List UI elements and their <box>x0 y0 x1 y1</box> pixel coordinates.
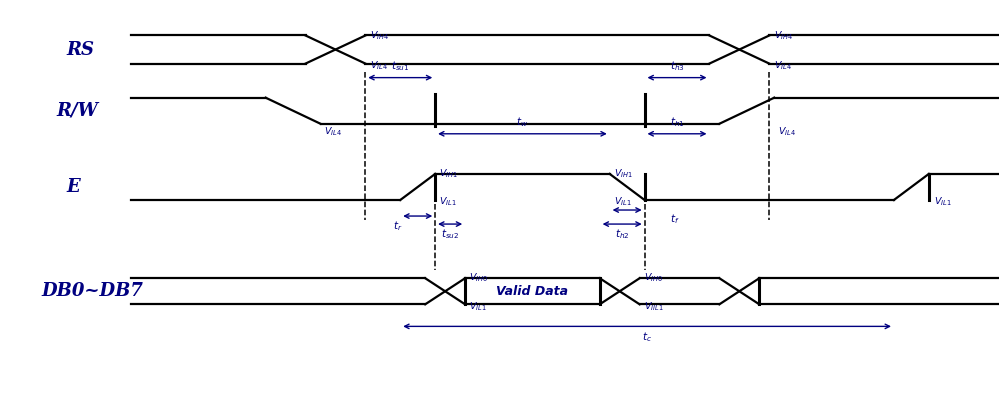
Text: $V_{IH4}$: $V_{IH4}$ <box>774 29 794 42</box>
Text: $V_{IL1}$: $V_{IL1}$ <box>934 196 952 208</box>
Text: $t_{su1}$: $t_{su1}$ <box>391 59 409 73</box>
Text: $V_{IL1}$: $V_{IL1}$ <box>614 196 631 208</box>
Text: $V_{IH1}$: $V_{IH1}$ <box>614 168 633 180</box>
Text: $V_{IH1}$: $V_{IH1}$ <box>439 168 458 180</box>
Text: $V_{IL1}$: $V_{IL1}$ <box>439 196 457 208</box>
Text: $V_{IL4}$: $V_{IL4}$ <box>778 126 796 138</box>
Text: $t_{h3}$: $t_{h3}$ <box>670 59 684 73</box>
Text: $t_{su2}$: $t_{su2}$ <box>441 227 459 241</box>
Text: $t_r$: $t_r$ <box>393 219 402 233</box>
Text: RS: RS <box>66 40 94 59</box>
Text: $t_{h1}$: $t_{h1}$ <box>670 115 684 129</box>
Text: $V_{IH0}$: $V_{IH0}$ <box>644 272 663 284</box>
Text: $V_{IL4}$: $V_{IL4}$ <box>370 59 388 72</box>
Text: $t_c$: $t_c$ <box>642 330 652 344</box>
Text: $t_w$: $t_w$ <box>516 115 528 129</box>
Text: $V_{IH0}$: $V_{IH0}$ <box>469 272 488 284</box>
Text: $V_{IIL1}$: $V_{IIL1}$ <box>644 300 663 313</box>
Text: DB0~DB7: DB0~DB7 <box>41 282 143 300</box>
Text: Valid Data: Valid Data <box>496 285 568 298</box>
Text: $t_{h2}$: $t_{h2}$ <box>615 227 629 241</box>
Text: $V_{IL4}$: $V_{IL4}$ <box>774 59 792 72</box>
Text: R/W: R/W <box>56 102 98 120</box>
Text: E: E <box>66 178 80 196</box>
Text: $V_{IH4}$: $V_{IH4}$ <box>370 29 390 42</box>
Text: $V_{IL4}$: $V_{IL4}$ <box>324 126 342 138</box>
Text: $V_{IL1}$: $V_{IL1}$ <box>469 300 487 313</box>
Text: $t_f$: $t_f$ <box>670 212 679 226</box>
